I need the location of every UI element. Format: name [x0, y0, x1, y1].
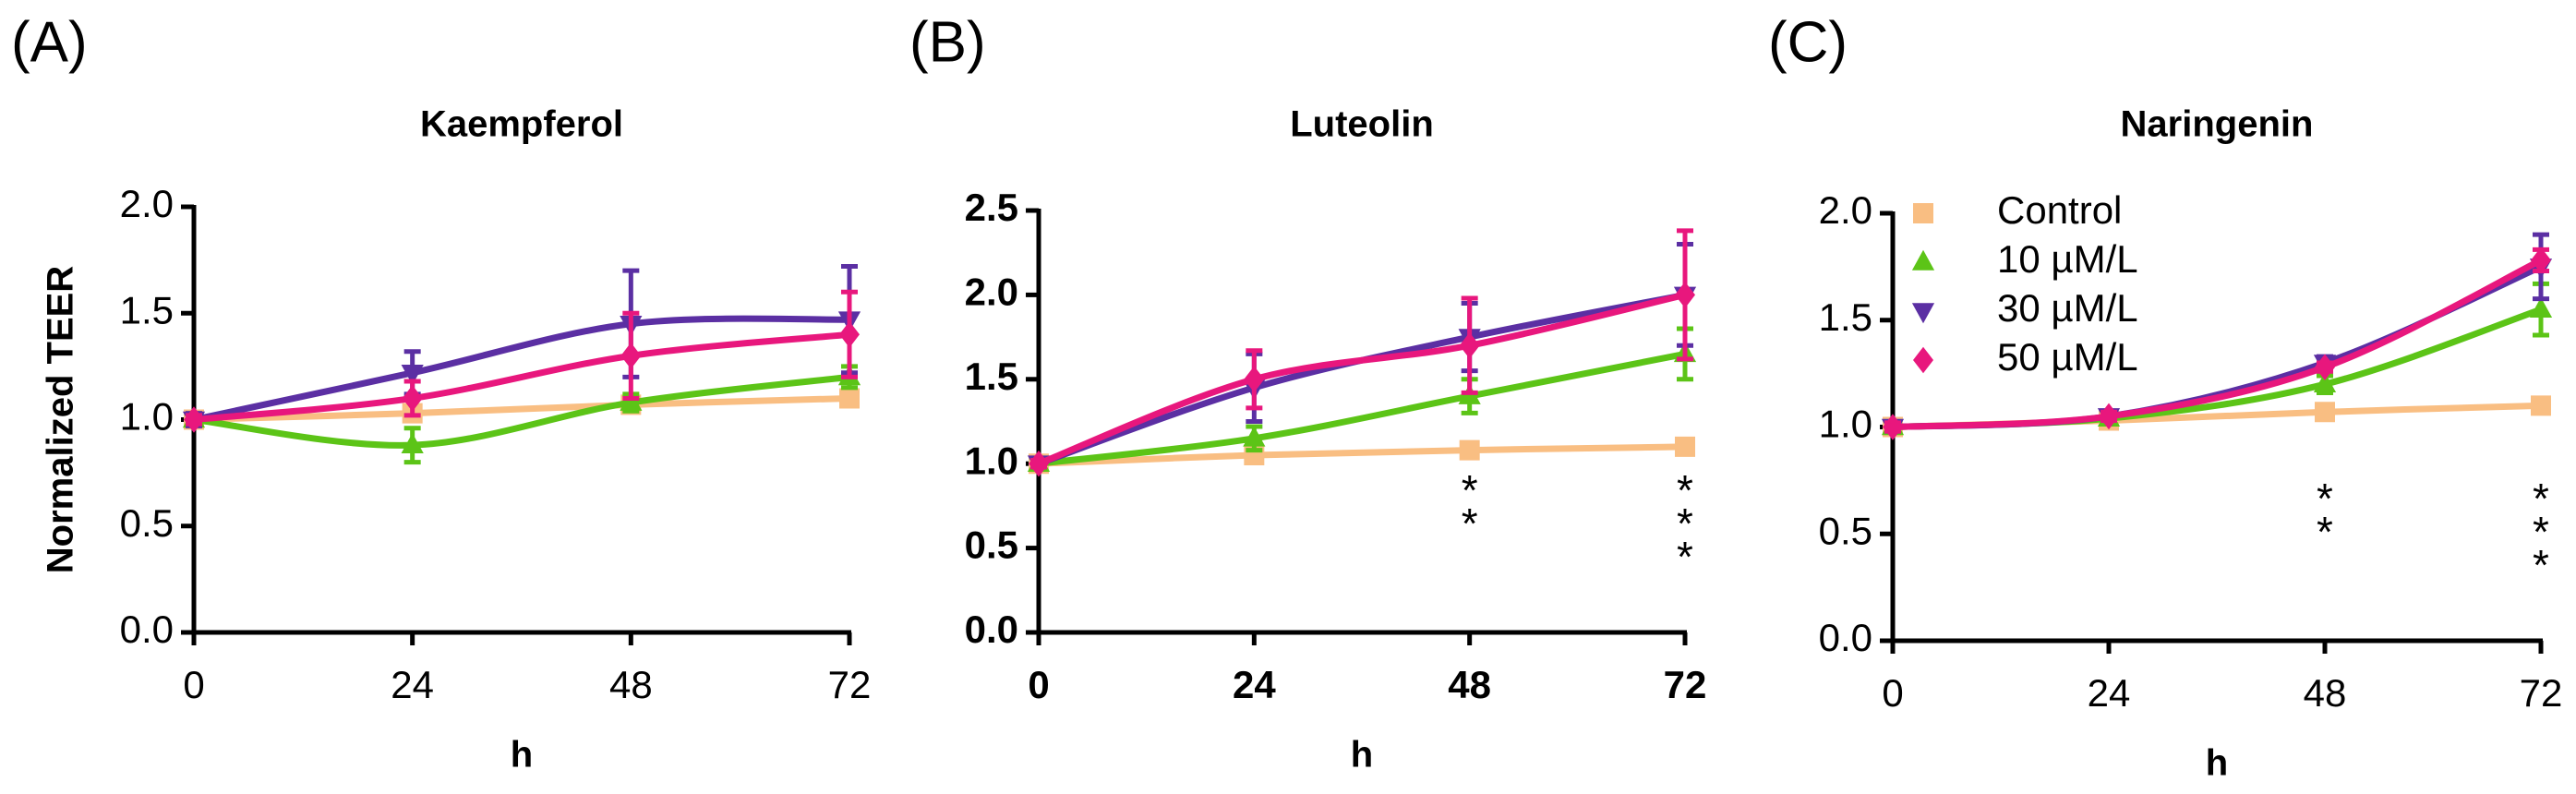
- y-tick-label: 2.0: [120, 182, 174, 225]
- significance-mark: *: [2533, 541, 2549, 589]
- x-tick-label: 72: [2520, 671, 2563, 715]
- series-line: [1038, 350, 1686, 467]
- y-tick-label: 1.0: [1819, 403, 1872, 446]
- panel-label: (C): [1768, 10, 1848, 74]
- significance-mark: *: [2533, 475, 2549, 523]
- series-line: [193, 373, 850, 449]
- y-axis-label: Normalized TEER: [41, 266, 81, 574]
- significance-mark: *: [1462, 499, 1478, 547]
- panel-label: (B): [909, 10, 986, 74]
- series-line: [193, 315, 850, 423]
- significance-mark: *: [1677, 533, 1693, 581]
- legend-label: 50 µM/L: [1997, 335, 2138, 379]
- data-point: [2099, 403, 2119, 430]
- data-point: [1459, 439, 1480, 461]
- legend-marker: [1913, 346, 1933, 374]
- y-tick-label: 2.0: [965, 270, 1018, 313]
- legend-marker: [1911, 303, 1935, 324]
- y-tick-label: 0.5: [120, 501, 174, 545]
- data-point: [2529, 296, 2553, 318]
- series-line: [1037, 291, 1686, 467]
- significance-mark: *: [1677, 466, 1693, 514]
- x-axis-label: h: [511, 735, 533, 776]
- x-axis-label: h: [1351, 735, 1373, 776]
- x-tick-label: 0: [1882, 671, 1903, 715]
- x-tick-label: 0: [1028, 663, 1049, 706]
- y-tick-label: 0.0: [1819, 616, 1872, 659]
- x-tick-label: 72: [1664, 663, 1707, 706]
- chart-title: Luteolin: [1290, 104, 1434, 145]
- data-point: [1243, 426, 1266, 447]
- data-point: [401, 364, 424, 385]
- legend-marker: [1913, 203, 1933, 223]
- x-tick-label: 72: [828, 663, 872, 706]
- series-line: [1038, 443, 1686, 467]
- legend-label: 10 µM/L: [1997, 237, 2138, 281]
- y-tick-label: 0.5: [965, 523, 1018, 567]
- data-point: [1244, 366, 1265, 393]
- series-line: [1892, 257, 2543, 430]
- x-tick-label: 48: [609, 663, 653, 706]
- x-tick-label: 48: [2304, 671, 2347, 715]
- legend-label: Control: [1997, 188, 2122, 232]
- x-tick-label: 24: [2088, 671, 2131, 715]
- data-point: [1675, 282, 1695, 308]
- series-line: [193, 394, 850, 423]
- data-point: [2531, 247, 2551, 274]
- data-point: [620, 343, 642, 369]
- x-tick-label: 24: [391, 663, 434, 706]
- legend-marker: [1911, 249, 1935, 271]
- chart-title: Naringenin: [2121, 104, 2314, 145]
- data-point: [401, 432, 424, 453]
- data-point: [1883, 414, 1903, 440]
- data-point: [839, 388, 860, 409]
- y-tick-label: 1.0: [120, 395, 174, 439]
- panel-label: (A): [11, 10, 88, 74]
- x-tick-label: 0: [183, 663, 204, 706]
- significance-mark: *: [2317, 508, 2333, 556]
- x-axis-label: h: [2206, 743, 2228, 784]
- series-line: [193, 331, 850, 423]
- data-point: [839, 321, 860, 348]
- data-point: [1675, 436, 1695, 457]
- data-point: [2531, 395, 2551, 416]
- y-tick-label: 1.5: [965, 355, 1018, 398]
- data-point: [1029, 450, 1049, 477]
- data-point: [1459, 331, 1480, 359]
- data-point: [402, 385, 423, 412]
- x-tick-label: 48: [1448, 663, 1491, 706]
- legend-label: 30 µM/L: [1997, 286, 2138, 330]
- y-tick-label: 0.5: [1819, 509, 1872, 552]
- y-tick-label: 1.5: [1819, 295, 1872, 339]
- y-tick-label: 1.0: [965, 439, 1018, 482]
- data-point: [2313, 372, 2337, 392]
- data-point: [2315, 354, 2335, 380]
- x-tick-label: 24: [1233, 663, 1276, 706]
- chart-title: Kaempferol: [420, 104, 623, 145]
- y-tick-label: 2.5: [965, 186, 1018, 229]
- significance-mark: *: [2317, 475, 2333, 523]
- significance-mark: *: [1677, 499, 1693, 547]
- y-tick-label: 0.0: [965, 608, 1018, 651]
- y-tick-label: 0.0: [120, 608, 174, 651]
- data-point: [184, 406, 204, 433]
- y-tick-label: 2.0: [1819, 188, 1872, 232]
- data-point: [2315, 402, 2335, 423]
- significance-mark: *: [2533, 508, 2549, 556]
- y-tick-label: 1.5: [120, 288, 174, 331]
- significance-mark: *: [1462, 466, 1478, 514]
